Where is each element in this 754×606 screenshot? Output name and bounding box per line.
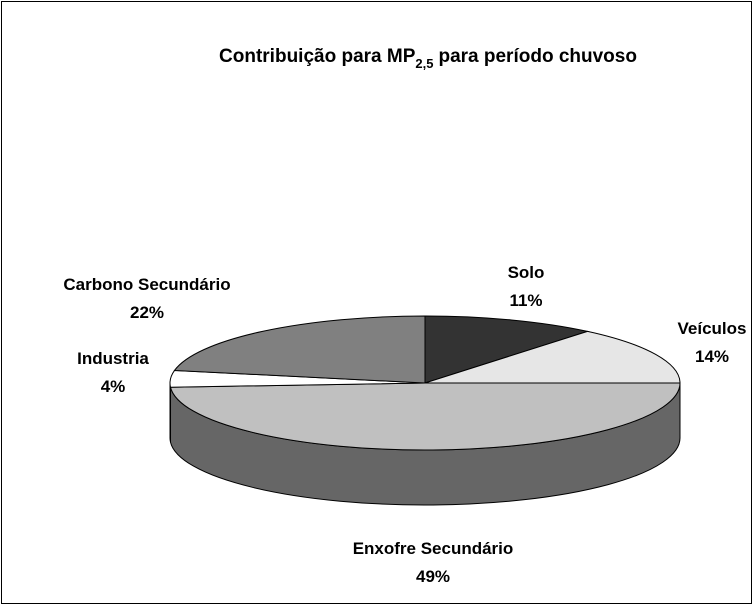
title-rest: para período chuvoso xyxy=(438,46,636,67)
title-subscript: 2,5 xyxy=(415,56,433,71)
title-main: Contribuição para MP xyxy=(219,46,416,67)
slice-label: Enxofre Secundário xyxy=(353,539,514,558)
slice-value-label: 22% xyxy=(130,303,164,322)
pie-slice xyxy=(424,315,590,384)
pie-slice xyxy=(169,382,681,451)
slice-label: Veículos xyxy=(678,319,747,338)
pie-slice-side xyxy=(169,382,172,443)
slice-value-label: 14% xyxy=(695,347,729,366)
slice-label: Solo xyxy=(508,263,545,282)
slice-value-label: 4% xyxy=(101,377,126,396)
slice-label: Industria xyxy=(77,349,149,368)
slice-value-label: 49% xyxy=(416,567,450,586)
pie-slice xyxy=(424,330,681,384)
slice-label: Carbono Secundário xyxy=(63,275,230,294)
pie-slice xyxy=(173,315,426,384)
chart-title: Contribuição para MP2,5 para período chuv… xyxy=(219,46,637,71)
slice-value-label: 11% xyxy=(509,291,542,310)
